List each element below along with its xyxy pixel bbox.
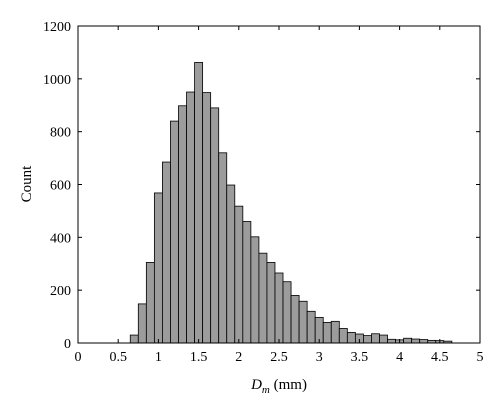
histogram-bar [371,333,380,344]
histogram-bar [274,272,284,344]
histogram-bar [411,338,421,344]
histogram-bar [202,92,212,344]
x-tick-label: 2 [235,350,242,365]
histogram-bar [170,120,179,344]
x-tick-label: 3.5 [351,350,369,365]
x-axis-title: Dm (mm) [250,377,307,396]
histogram-bar [137,303,147,344]
histogram-bar [186,91,195,344]
x-tick-label: 1 [155,350,162,365]
histogram-bar [387,338,396,344]
x-tick-label: 2.5 [270,350,288,365]
y-tick-label: 200 [50,284,71,299]
histogram-bar [330,320,340,344]
y-tick-label: 600 [50,179,71,194]
histogram-bar [210,107,220,344]
x-tick-label: 0.5 [109,350,127,365]
x-tick-label: 0 [75,350,82,365]
histogram-bar [338,328,348,344]
histogram-bar [178,105,187,344]
histogram-bar [226,184,236,344]
histogram-bar [234,205,244,344]
histogram-bar [266,262,276,344]
x-tick-label: 1.5 [190,350,208,365]
x-axis-title-subscript: m [262,384,270,396]
histogram-bar [250,236,260,344]
x-tick-label: 4.5 [431,350,449,365]
x-tick-label: 4 [396,350,403,365]
histogram-bar [218,152,228,344]
histogram-bar [290,295,300,344]
histogram-bar [258,252,268,344]
histogram-bar [403,337,413,344]
y-tick-label: 400 [50,231,71,246]
histogram-bar [153,192,163,344]
histogram-bar [145,262,155,344]
histogram-bar [242,221,252,344]
histogram-bar [194,62,204,344]
x-tick-label: 3 [316,350,323,365]
histogram-bar [346,332,356,344]
y-tick-label: 800 [50,126,71,141]
x-axis-title-symbol: D [250,377,262,393]
histogram-bar [419,339,429,344]
ticks-group: 0 0.5 1 1.5 2 2.5 3 3.5 4 4.5 5 0 200 400 600 800 1000 12… [43,20,484,365]
histogram-bar [282,281,292,344]
histogram-bar [129,334,139,344]
histogram-bar [298,300,308,344]
histogram-bar [379,334,388,344]
histogram-bar [322,321,332,344]
histogram-bar [162,161,171,344]
histogram-bar [306,310,316,344]
y-tick-label: 1200 [43,20,71,35]
histogram-bar [363,335,372,344]
bars-group [129,62,453,344]
y-tick-label: 1000 [43,73,71,88]
x-tick-label: 5 [477,350,484,365]
y-axis-title: Count [19,165,35,203]
y-tick-label: 0 [64,337,71,352]
x-axis-title-unit: (mm) [270,377,307,393]
